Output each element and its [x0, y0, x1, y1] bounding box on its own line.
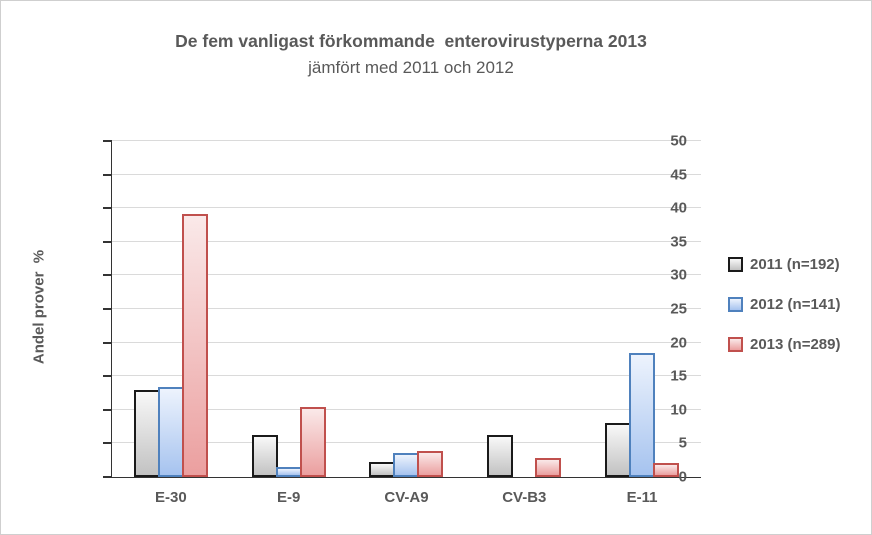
y-tick-40 [103, 207, 112, 210]
chart-title: De fem vanligast förkommande enterovirus… [1, 31, 821, 78]
x-axis-label-cv-a9: CV-A9 [384, 489, 429, 506]
bar-e-9-2011 [251, 434, 278, 477]
bar-group-cv-b3: CV-B3 [465, 141, 583, 506]
y-tick-label-0: 0 [678, 468, 687, 486]
y-tick-5 [103, 442, 112, 445]
bar-e-11-2013 [653, 462, 680, 477]
bar-e-11-2011 [605, 423, 632, 477]
y-tick-30 [103, 274, 112, 277]
bar-cv-a9-2013 [417, 450, 444, 477]
gridline-40 [112, 207, 701, 209]
y-axis-title: Andel prover % [30, 249, 48, 365]
y-tick-label-20: 20 [670, 334, 687, 352]
bar-cv-b3-2011 [487, 434, 514, 477]
gridline-45 [112, 173, 701, 175]
bar-cv-a9-2012 [393, 452, 420, 477]
gridline-50 [112, 140, 701, 141]
bar-e-30-2013 [181, 213, 208, 477]
legend: 2011 (n=192) 2012 (n=141) 2013 (n=289) [728, 253, 840, 373]
bar-group-cv-a9: CV-A9 [348, 141, 466, 506]
x-axis-label-e-30: E-30 [155, 489, 187, 506]
chart-title-line-2: jämfört med 2011 och 2012 [308, 58, 514, 77]
y-tick-label-15: 15 [670, 367, 687, 385]
legend-item-2012: 2012 (n=141) [728, 293, 840, 315]
y-tick-label-25: 25 [670, 300, 687, 318]
x-axis-label-e-9: E-9 [277, 489, 301, 506]
gridline-35 [112, 240, 701, 242]
gridline-20 [112, 341, 701, 343]
gridline-5 [112, 442, 701, 444]
y-tick-35 [103, 240, 112, 243]
bar-group-e-9: E-9 [230, 141, 348, 506]
legend-item-2011: 2011 (n=192) [728, 253, 840, 275]
x-axis-label-cv-b3: CV-B3 [502, 489, 547, 506]
y-tick-45 [103, 173, 112, 176]
gridline-15 [112, 375, 701, 377]
bar-e-30-2011 [133, 389, 160, 477]
y-tick-15 [103, 375, 112, 378]
y-tick-0 [103, 476, 112, 478]
legend-item-2013: 2013 (n=289) [728, 333, 840, 355]
y-tick-label-30: 30 [670, 266, 687, 284]
y-tick-label-50: 50 [670, 132, 687, 150]
bar-groups: E-30 E-9 CV-A9 CV-B3 E-11 [112, 141, 701, 506]
y-tick-50 [103, 140, 112, 142]
legend-label-2012: 2012 (n=141) [750, 295, 841, 313]
gridline-30 [112, 274, 701, 276]
y-tick-10 [103, 408, 112, 411]
legend-swatch-2013 [728, 336, 743, 352]
legend-swatch-2012 [728, 296, 743, 312]
bar-e-9-2012 [275, 466, 302, 477]
bar-group-e-30: E-30 [112, 141, 230, 506]
y-tick-label-40: 40 [670, 199, 687, 217]
bar-e-11-2012 [629, 352, 656, 477]
chart-title-line-1: De fem vanligast förkommande enterovirus… [175, 31, 647, 51]
gridline-25 [112, 308, 701, 309]
y-tick-label-45: 45 [670, 166, 687, 184]
y-tick-25 [103, 308, 112, 310]
y-tick-label-5: 5 [678, 434, 687, 452]
y-tick-20 [103, 341, 112, 344]
gridline-10 [112, 408, 701, 410]
bar-e-9-2013 [299, 407, 326, 477]
plot-area: E-30 E-9 CV-A9 CV-B3 E-11 0 5 10 15 20 25 30 35 40 45… [103, 134, 701, 506]
bar-group-e-11: E-11 [583, 141, 701, 506]
bar-cv-a9-2011 [369, 462, 396, 477]
y-tick-label-10: 10 [670, 401, 687, 419]
bar-cv-b3-2013 [535, 458, 562, 477]
bar-e-30-2012 [157, 386, 184, 477]
x-axis-label-e-11: E-11 [626, 489, 658, 506]
legend-label-2011: 2011 (n=192) [750, 255, 840, 273]
y-tick-label-35: 35 [670, 233, 687, 251]
legend-label-2013: 2013 (n=289) [750, 335, 841, 353]
legend-swatch-2011 [728, 256, 743, 272]
